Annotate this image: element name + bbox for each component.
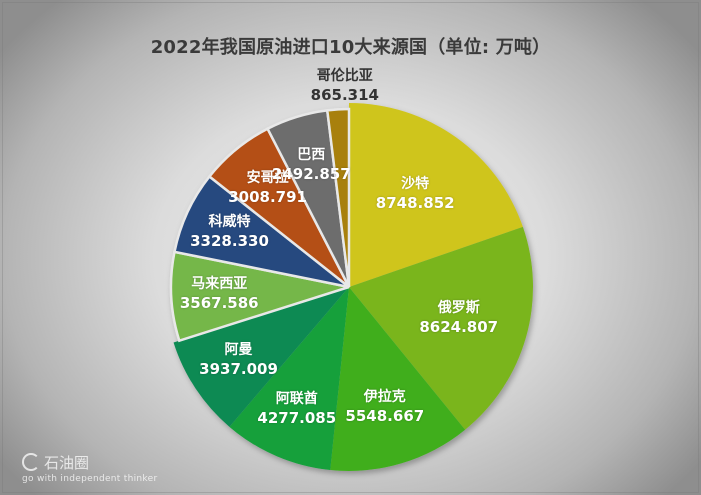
pie-slice-1 — [349, 226, 533, 430]
slice-value: 8624.807 — [419, 318, 499, 337]
watermark-brand: 石油圈 — [44, 454, 90, 472]
slice-category: 俄罗斯 — [437, 300, 480, 317]
slice-value: 865.314 — [310, 86, 379, 104]
slice-category: 伊拉克 — [363, 388, 406, 405]
slice-category: 阿联酋 — [275, 390, 318, 407]
watermark-tagline: go with independent thinker — [22, 474, 158, 484]
slice-category: 阿曼 — [224, 342, 253, 359]
slice-label: 伊拉克 5548.667 — [345, 388, 424, 426]
watermark: 石油圈 go with independent thinker — [22, 452, 157, 484]
pie-slice-0 — [349, 103, 523, 287]
slice-category: 马来西亚 — [191, 275, 248, 292]
watermark-logo-icon — [22, 453, 40, 471]
slice-label: 哥伦比亚 865.314 — [311, 67, 379, 105]
slice-label: 巴西 2492.857 — [272, 146, 351, 184]
slice-value: 4277.085 — [257, 408, 337, 427]
pie-slice-3 — [229, 287, 349, 471]
slice-value: 3937.009 — [199, 360, 278, 379]
pie-slice-4 — [173, 287, 349, 427]
slice-label: 俄罗斯 8624.807 — [419, 299, 498, 337]
slice-label: 沙特 8748.852 — [376, 175, 455, 213]
slice-category: 科威特 — [208, 213, 251, 230]
slice-value: 3328.330 — [190, 231, 269, 250]
pie-slice-9 — [325, 107, 351, 288]
slice-label: 阿联酋 4277.085 — [257, 390, 336, 428]
slice-value: 3008.791 — [228, 188, 307, 206]
slice-category: 巴西 — [297, 146, 326, 163]
chart-title: 2022年我国原油进口10大来源国（单位: 万吨） — [150, 37, 551, 58]
slice-label: 马来西亚 3567.586 — [180, 275, 259, 313]
slice-value: 8748.852 — [375, 194, 455, 213]
slice-label: 科威特 3328.330 — [190, 213, 269, 251]
slice-category: 沙特 — [401, 176, 430, 193]
pie-slice-2 — [330, 287, 466, 472]
pie-slice-5 — [169, 250, 350, 343]
slice-label: 安哥拉 3008.791 — [228, 169, 307, 207]
slice-label: 阿曼 3937.009 — [199, 341, 278, 379]
slice-category: 哥伦比亚 — [316, 68, 373, 84]
slice-value: 3567.586 — [179, 293, 259, 312]
slice-value: 5548.667 — [345, 406, 425, 425]
slice-value: 2492.857 — [271, 164, 351, 183]
slice-category: 安哥拉 — [246, 170, 289, 186]
